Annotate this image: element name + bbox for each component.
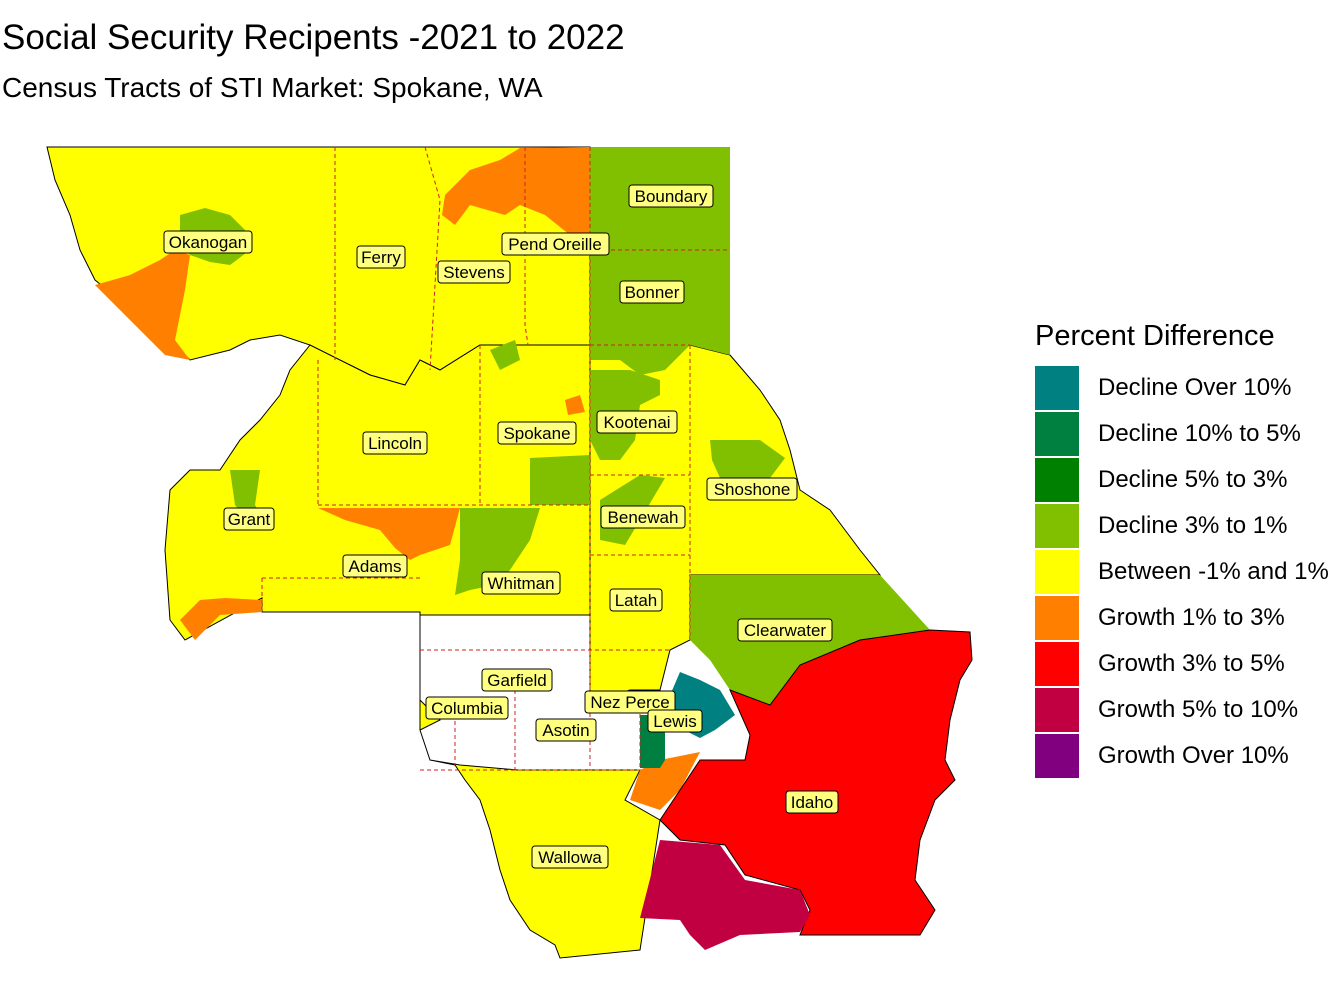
legend-swatch (1035, 458, 1079, 502)
legend-item: Growth 1% to 3% (1035, 595, 1329, 641)
svg-text:Bonner: Bonner (625, 283, 680, 302)
tract-orange-spokane (565, 395, 585, 415)
svg-text:Columbia: Columbia (431, 699, 503, 718)
label-lincoln: Lincoln (362, 431, 428, 455)
tract-green-shoshone (710, 440, 785, 478)
legend-item: Decline Over 10% (1035, 365, 1329, 411)
svg-text:Pend Oreille: Pend Oreille (508, 235, 602, 254)
tract-growth-1-3 (95, 147, 700, 810)
tract-green-spokane-south (530, 455, 590, 505)
legend-swatch (1035, 596, 1079, 640)
label-idaho: Idaho (785, 790, 839, 814)
label-adams: Adams (342, 554, 408, 578)
legend-swatch (1035, 366, 1079, 410)
legend-swatch (1035, 504, 1079, 548)
svg-text:Stevens: Stevens (443, 263, 504, 282)
legend-swatch (1035, 734, 1079, 778)
legend-swatch (1035, 550, 1079, 594)
label-kootenai: Kootenai (596, 410, 678, 434)
legend-swatch (1035, 688, 1079, 732)
tract-orange-adams (318, 508, 460, 560)
legend-label: Growth 3% to 5% (1098, 650, 1285, 677)
svg-text:Okanogan: Okanogan (169, 233, 247, 252)
svg-text:Nez Perce: Nez Perce (590, 693, 669, 712)
label-spokane: Spokane (497, 421, 577, 445)
svg-text:Idaho: Idaho (791, 793, 834, 812)
legend-label: Growth Over 10% (1098, 742, 1289, 769)
label-boundary: Boundary (628, 184, 714, 208)
svg-text:Wallowa: Wallowa (538, 848, 602, 867)
label-lewis: Lewis (647, 709, 703, 733)
map-subtitle: Census Tracts of STI Market: Spokane, WA (2, 72, 543, 103)
legend-item: Between -1% and 1% (1035, 549, 1329, 595)
label-bonner: Bonner (619, 280, 685, 304)
label-garfield: Garfield (481, 668, 553, 692)
legend-item: Growth 5% to 10% (1035, 687, 1329, 733)
legend-label: Growth 5% to 10% (1098, 696, 1299, 723)
svg-text:Ferry: Ferry (361, 248, 401, 267)
legend-item: Decline 10% to 5% (1035, 411, 1329, 457)
legend-swatch (1035, 642, 1079, 686)
tract-growth-5-10 (640, 840, 810, 950)
map-title: Social Security Recipents -2021 to 2022 (2, 18, 625, 57)
legend-swatch (1035, 412, 1079, 456)
label-whitman: Whitman (481, 571, 561, 595)
label-nez-perce: Nez Perce (584, 690, 676, 714)
legend-title: Percent Difference (1035, 320, 1275, 352)
svg-text:Adams: Adams (349, 557, 402, 576)
legend: Percent Difference Decline Over 10% Decl… (1035, 320, 1329, 779)
label-okanogan: Okanogan (163, 230, 253, 254)
svg-text:Garfield: Garfield (487, 671, 547, 690)
choropleth-map: Okanogan Ferry Stevens Pend Oreille Boun… (46, 146, 973, 959)
svg-text:Asotin: Asotin (542, 721, 589, 740)
tract-green-whitman (455, 508, 540, 595)
label-latah: Latah (609, 588, 663, 612)
legend-item: Growth 3% to 5% (1035, 641, 1329, 687)
legend-item: Growth Over 10% (1035, 733, 1329, 779)
legend-label: Decline Over 10% (1098, 374, 1292, 401)
county-labels: Okanogan Ferry Stevens Pend Oreille Boun… (163, 184, 839, 869)
tract-orange-pendoreille (442, 147, 590, 235)
svg-text:Spokane: Spokane (503, 424, 570, 443)
legend-label: Growth 1% to 3% (1098, 604, 1285, 631)
legend-label: Decline 3% to 1% (1098, 512, 1288, 539)
label-wallowa: Wallowa (531, 845, 609, 869)
legend-item: Decline 3% to 1% (1035, 503, 1329, 549)
tract-green-stevens (490, 340, 520, 370)
label-grant: Grant (223, 507, 275, 531)
svg-text:Latah: Latah (615, 591, 658, 610)
label-pend-oreille: Pend Oreille (501, 232, 610, 256)
tract-orange-grant (180, 598, 262, 640)
label-stevens: Stevens (437, 260, 511, 284)
svg-text:Lewis: Lewis (653, 712, 696, 731)
label-asotin: Asotin (535, 718, 597, 742)
svg-text:Whitman: Whitman (487, 574, 554, 593)
label-shoshone: Shoshone (706, 477, 798, 501)
legend-label: Decline 5% to 3% (1098, 466, 1288, 493)
legend-label: Decline 10% to 5% (1098, 420, 1301, 447)
legend-item: Decline 5% to 3% (1035, 457, 1329, 503)
tract-growth-3-5 (659, 629, 973, 936)
label-columbia: Columbia (425, 696, 509, 720)
svg-text:Benewah: Benewah (608, 508, 679, 527)
label-ferry: Ferry (356, 245, 406, 269)
svg-text:Grant: Grant (228, 510, 271, 529)
svg-text:Boundary: Boundary (635, 187, 708, 206)
svg-text:Kootenai: Kootenai (603, 413, 670, 432)
label-clearwater: Clearwater (737, 618, 833, 642)
label-benewah: Benewah (600, 505, 686, 529)
tract-orange-okanogan (95, 250, 190, 360)
svg-text:Lincoln: Lincoln (368, 434, 422, 453)
svg-text:Clearwater: Clearwater (744, 621, 827, 640)
legend-label: Between -1% and 1% (1098, 558, 1329, 585)
svg-text:Shoshone: Shoshone (714, 480, 791, 499)
